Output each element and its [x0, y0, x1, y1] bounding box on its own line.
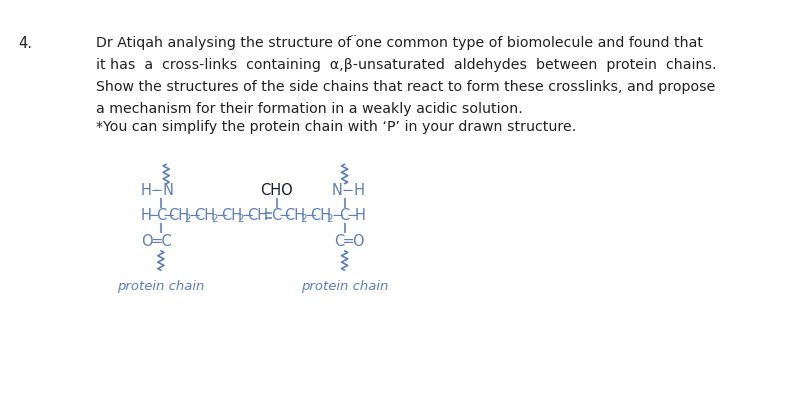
Text: −: − [188, 208, 201, 223]
Text: protein chain: protein chain [301, 280, 388, 293]
Text: 2: 2 [301, 214, 307, 224]
Text: C: C [339, 208, 350, 223]
Text: a mechanism for their formation in a weakly acidic solution.: a mechanism for their formation in a wea… [95, 103, 522, 116]
Text: CH: CH [310, 208, 332, 223]
Text: −: − [147, 208, 160, 223]
Text: 2: 2 [327, 214, 333, 224]
Text: protein chain: protein chain [117, 280, 204, 293]
Text: C═O: C═O [334, 235, 364, 250]
Text: −: − [331, 208, 343, 223]
Text: −: − [242, 208, 254, 223]
Text: H: H [355, 208, 365, 223]
Text: Dr Atiqah analysing the structure of one common type of biomolecule and found th: Dr Atiqah analysing the structure of one… [95, 36, 703, 50]
Text: 2: 2 [184, 214, 191, 224]
Text: N−H: N−H [332, 183, 365, 198]
Text: ..: .. [350, 26, 358, 39]
Text: CH: CH [247, 208, 269, 223]
Text: CH: CH [221, 208, 242, 223]
Text: 2: 2 [211, 214, 218, 224]
Text: Show the structures of the side chains that react to form these crosslinks, and : Show the structures of the side chains t… [95, 80, 715, 94]
Text: C: C [271, 208, 281, 223]
Text: H−N: H−N [141, 183, 174, 198]
Text: CH: CH [195, 208, 215, 223]
Text: CH: CH [168, 208, 189, 223]
Text: H: H [141, 208, 151, 223]
Text: −: − [278, 208, 290, 223]
Text: CH: CH [284, 208, 304, 223]
Text: −: − [304, 208, 316, 223]
Text: O═C: O═C [142, 235, 172, 250]
Text: it has  a  cross-links  containing  α,β-unsaturated  aldehydes  between  protein: it has a cross-links containing α,β-unsa… [95, 58, 716, 72]
Text: 2: 2 [238, 214, 244, 224]
Text: C: C [156, 208, 166, 223]
Text: 4.: 4. [18, 36, 33, 51]
Text: CHO: CHO [260, 183, 293, 198]
Text: *You can simplify the protein chain with ‘P’ in your drawn structure.: *You can simplify the protein chain with… [95, 120, 576, 134]
Text: −: − [215, 208, 227, 223]
Text: −: − [346, 208, 359, 223]
Text: −: − [162, 208, 175, 223]
